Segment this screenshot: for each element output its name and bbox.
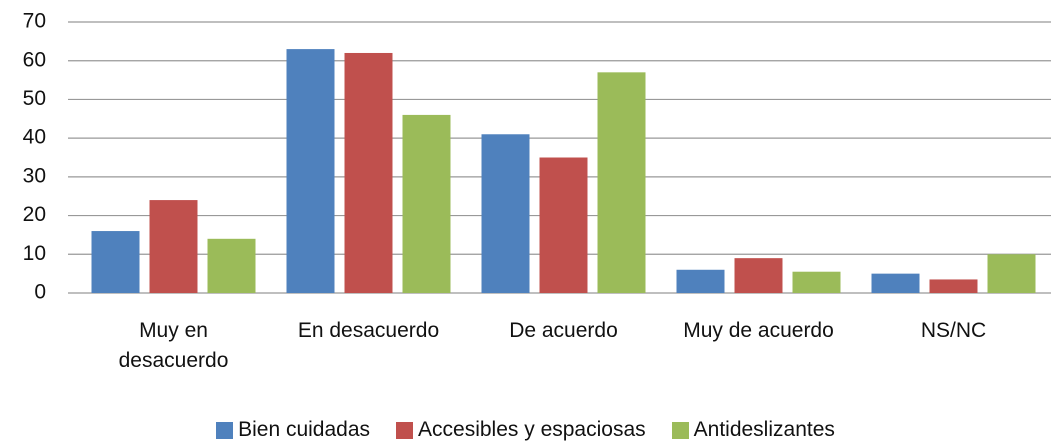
bar [734,258,783,293]
legend-swatch [396,421,414,439]
bar [149,200,198,293]
x-tick-label: De acuerdo [509,319,618,342]
y-tick-label: 70 [23,10,46,33]
legend: Bien cuidadas Accesibles y espaciosas Anti… [0,418,1051,442]
y-tick-label: 50 [23,87,46,110]
x-tick-label: Muy en desacuerdo [118,319,229,372]
bar [597,72,646,293]
bar [676,269,725,293]
y-tick-label: 60 [23,48,46,71]
bar [91,231,140,293]
legend-label: Antideslizantes [693,418,835,441]
bar [481,134,530,293]
bar [792,271,841,293]
legend-swatch [216,421,234,439]
legend-item: Bien cuidadas [216,418,370,442]
legend-label: Accesibles y espaciosas [418,418,646,441]
x-tick-label: Muy de acuerdo [683,319,834,342]
y-tick-label: 20 [23,203,46,226]
bar [286,49,335,293]
y-tick-label: 10 [23,242,46,265]
legend-item: Antideslizantes [671,418,835,442]
bar [929,279,978,293]
legend-label: Bien cuidadas [238,418,371,441]
y-tick-label: 0 [34,281,46,304]
bar [344,52,393,293]
y-tick-label: 30 [23,164,46,187]
legend-item: Accesibles y espaciosas [396,418,646,442]
x-tick-label: En desacuerdo [297,319,440,342]
legend-swatch [671,421,689,439]
bar [987,254,1036,293]
y-tick-label: 40 [23,126,46,149]
x-tick-label: NS/NC [920,319,987,342]
bar [207,238,256,293]
bar [539,157,588,293]
bar [871,273,920,293]
bar [402,114,451,294]
